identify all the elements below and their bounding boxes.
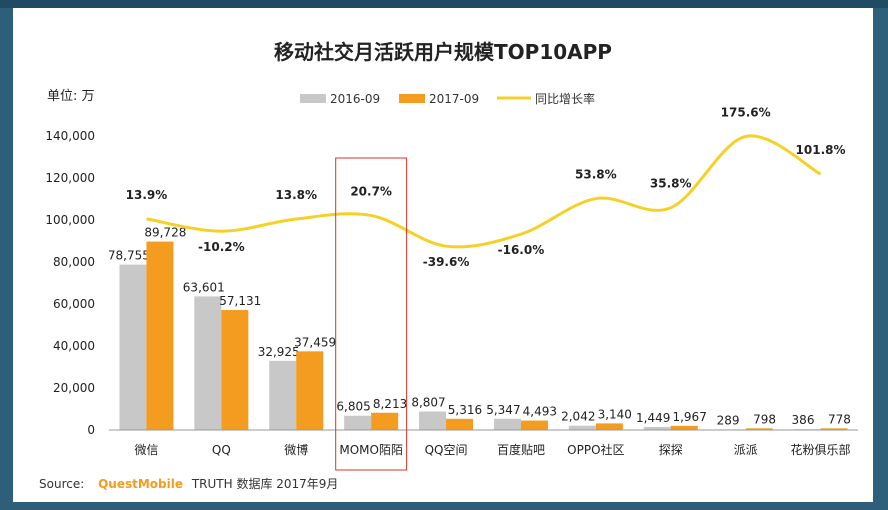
bar-value-label: 386 xyxy=(792,413,815,427)
bar-value-label: 5,347 xyxy=(486,403,520,417)
growth-value-label: -39.6% xyxy=(423,255,470,269)
source-prefix: Source: xyxy=(39,477,84,491)
bar-value-label: 289 xyxy=(717,413,740,427)
legend-label-2017: 2017-09 xyxy=(429,92,479,106)
legend-label-growth: 同比增长率 xyxy=(535,91,595,106)
bar-2017-09 xyxy=(371,412,399,430)
x-tick-label: OPPO社区 xyxy=(567,442,624,457)
source-brand: QuestMobile xyxy=(98,477,183,491)
growth-value-label: -10.2% xyxy=(198,240,245,254)
bar-2017-09 xyxy=(595,423,623,430)
y-tick-label: 20,000 xyxy=(53,381,95,395)
growth-value-label: 101.8% xyxy=(796,143,846,157)
bar-value-label: 798 xyxy=(753,412,776,426)
growth-value-label: 53.8% xyxy=(575,168,617,182)
x-tick-label: MOMO陌陌 xyxy=(339,443,403,457)
x-axis: 微信 QQ 微博 MOMO陌陌 QQ空间 百度贴吧 OPPO社区 探探 派派 花粉俱乐部 xyxy=(109,429,858,457)
bar-2016-09 xyxy=(344,415,372,430)
chart-panel: 移动社交月活跃用户规模TOP10APP 单位: 万 2016-09 2017-0… xyxy=(13,8,873,502)
bar-value-label: 778 xyxy=(828,412,851,426)
growth-value-label: 13.8% xyxy=(275,188,317,202)
bar-value-label: 6,805 xyxy=(336,400,370,414)
bar-value-label: 63,601 xyxy=(183,280,225,294)
bar-2016-09 xyxy=(419,411,447,430)
x-tick-label: QQ xyxy=(212,443,231,457)
bar-value-label: 57,131 xyxy=(219,294,261,308)
chart-svg: 移动社交月活跃用户规模TOP10APP 单位: 万 2016-09 2017-0… xyxy=(39,40,858,491)
bar-2017-09 xyxy=(446,418,474,430)
growth-value-label: 20.7% xyxy=(350,184,392,198)
chart-title: 移动社交月活跃用户规模TOP10APP xyxy=(274,40,612,64)
bar-2016-09 xyxy=(269,360,297,430)
x-tick-label: 探探 xyxy=(659,443,683,457)
bar-2017-09 xyxy=(745,428,773,430)
bar-2017-09 xyxy=(520,420,548,430)
bar-2017-09 xyxy=(146,241,174,430)
y-tick-label: 60,000 xyxy=(53,297,95,311)
x-tick-label: 百度贴吧 xyxy=(497,442,545,457)
y-tick-label: 120,000 xyxy=(45,171,95,185)
x-tick-label: 花粉俱乐部 xyxy=(791,442,851,457)
bar-2016-09 xyxy=(119,264,147,430)
bar-2016-09 xyxy=(194,296,222,430)
bar-value-label: 32,925 xyxy=(258,345,300,359)
y-tick-label: 80,000 xyxy=(53,255,95,269)
bar-value-label: 5,316 xyxy=(448,403,482,417)
bar-value-label: 78,755 xyxy=(108,249,150,263)
bar-value-label: 8,807 xyxy=(411,396,445,410)
bar-2017-09 xyxy=(221,310,249,430)
legend-label-2016: 2016-09 xyxy=(330,92,380,106)
bar-value-label: 1,449 xyxy=(636,411,670,425)
y-tick-label: 100,000 xyxy=(45,213,95,227)
y-tick-label: 0 xyxy=(87,423,95,437)
y-tick-label: 40,000 xyxy=(53,339,95,353)
x-tick-label: 派派 xyxy=(734,443,758,457)
highlight-box xyxy=(335,157,408,471)
bar-value-label: 1,967 xyxy=(672,410,706,424)
bar-value-label: 4,493 xyxy=(523,405,557,419)
bar-2016-09 xyxy=(643,426,671,430)
bar-2016-09 xyxy=(493,418,521,430)
source-rest: TRUTH 数据库 2017年9月 xyxy=(191,476,339,491)
bar-value-label: 37,459 xyxy=(294,335,336,349)
growth-value-label: 35.8% xyxy=(650,177,692,191)
growth-line-path xyxy=(146,134,822,249)
bar-value-label: 3,140 xyxy=(598,407,632,421)
x-tick-label: 微博 xyxy=(284,442,308,457)
bar-2017-09 xyxy=(820,428,848,430)
bar-2017-09 xyxy=(670,425,698,430)
growth-value-label: 13.9% xyxy=(126,188,168,202)
legend-swatch-2017 xyxy=(399,94,425,103)
bar-value-label: 89,728 xyxy=(144,226,186,240)
x-tick-label: 微信 xyxy=(134,443,158,457)
bar-2016-09 xyxy=(568,425,596,430)
svg-text:Source: QuestMobile: Source: QuestMobile TRUTH 数据库 2017年9月 xyxy=(39,476,338,491)
unit-label: 单位: 万 xyxy=(47,89,95,104)
x-tick-label: QQ空间 xyxy=(425,443,468,457)
bar-value-label: 8,213 xyxy=(373,397,407,411)
legend: 2016-09 2017-09 同比增长率 xyxy=(300,91,595,106)
bar-2017-09 xyxy=(296,351,324,430)
growth-line: 13.9% -10.2% 13.8% 20.7% -39.6% -16.0% 53.8% 35… xyxy=(126,105,846,269)
top-bar xyxy=(0,0,888,8)
growth-value-label: -16.0% xyxy=(498,243,545,257)
source-note: Source: QuestMobile TRUTH 数据库 2017年9月 xyxy=(39,476,338,491)
y-axis: 0 20,000 40,000 60,000 80,000 100,000 120,000 1… xyxy=(45,129,95,437)
growth-value-label: 175.6% xyxy=(721,105,771,119)
y-tick-label: 140,000 xyxy=(45,129,95,143)
bar-value-label: 2,042 xyxy=(561,410,595,424)
legend-swatch-2016 xyxy=(300,94,326,103)
